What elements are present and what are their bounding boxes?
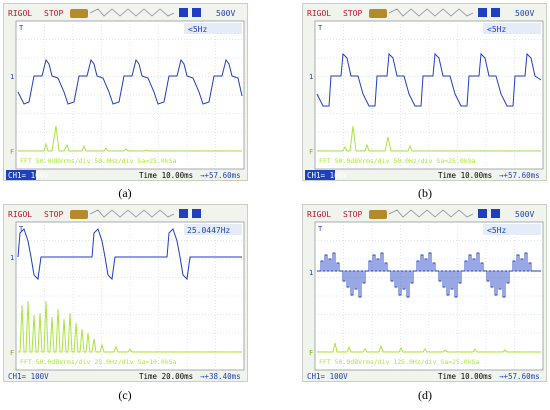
ch1-scale: CH1= 100V	[307, 171, 348, 180]
trigger-offset: →+57.60ms	[499, 372, 540, 381]
run-status: STOP	[44, 9, 63, 18]
run-status: STOP	[343, 210, 362, 219]
trigger-slope-icon	[192, 8, 201, 17]
fft-settings: FFT 50.0dBVrms/div 125.0Hz/div Sa=25.0kS…	[319, 358, 480, 366]
lightning-icon	[179, 209, 188, 218]
brand-label: RIGOL	[8, 9, 32, 18]
trigger-waveform-icon	[388, 209, 474, 218]
scope-panel-c: RIGOL STOP 25.0447Hz T 1 F FFT 50.0dBVrm…	[3, 204, 248, 382]
lightning-icon	[478, 8, 487, 17]
ch1-scale: CH1= 100V	[8, 372, 49, 381]
ch1-badge	[305, 170, 335, 180]
trigger-slope-icon	[192, 209, 201, 218]
trigger-marker: T	[318, 225, 323, 233]
channel-1-marker: 1	[10, 73, 14, 81]
timebase: Time 20.00ms	[139, 372, 193, 381]
scope-panel-b: RIGOL STOP 500V <5Hz T 1 F FFT 50.0dBVrm…	[302, 3, 547, 181]
fft-spectrum	[317, 342, 541, 353]
frequency-readout: <5Hz	[188, 25, 207, 34]
freq-box	[483, 23, 541, 34]
ch1-scale: CH1= 100V	[8, 171, 49, 180]
trigger-level: 500V	[515, 210, 534, 219]
scope-panel-a: RIGOL STOP 500V <5Hz T 1 F FFT 50.0dBVrm…	[3, 3, 248, 181]
caption-b: (b)	[418, 186, 432, 200]
brand-label: RIGOL	[8, 210, 32, 219]
channel-1-marker: 1	[10, 254, 14, 262]
trigger-marker: T	[19, 24, 24, 32]
fft-settings: FFT 50.0dBVrms/div 50.0Hz/div Sa=25.0kSa	[20, 157, 177, 165]
fft-settings: FFT 50.0dBVrms/div 50.0Hz/div Sa=25.0kSa	[319, 157, 476, 165]
trigger-level: 500V	[216, 9, 235, 18]
trigger-offset: →+57.60ms	[200, 171, 241, 180]
trigger-slope-icon	[491, 8, 500, 17]
brand-label: RIGOL	[307, 210, 331, 219]
fft-marker: F	[309, 148, 313, 156]
timebase: Time 10.00ms	[438, 171, 492, 180]
caption-a: (a)	[118, 186, 132, 200]
timebase: Time 10.00ms	[139, 171, 193, 180]
lightning-icon	[478, 209, 487, 218]
ch1-badge	[6, 170, 36, 180]
fft-marker: F	[309, 349, 313, 357]
battery-icon	[70, 210, 88, 219]
frequency-readout: <5Hz	[487, 226, 506, 235]
battery-icon	[70, 9, 88, 18]
channel-1-marker: 1	[309, 73, 313, 81]
trigger-level: 500V	[515, 9, 534, 18]
fft-spectrum	[18, 300, 242, 353]
caption-d: (d)	[418, 388, 432, 402]
fft-settings: FFT 50.0dBVrms/div 25.0Hz/div Sa=10.0kSa	[20, 358, 177, 366]
trigger-waveform-icon	[89, 209, 175, 218]
ch1-waveform	[17, 58, 243, 105]
ch1-waveform	[17, 228, 242, 281]
run-status: STOP	[44, 210, 63, 219]
freq-box	[184, 224, 242, 235]
freq-box	[184, 23, 242, 34]
run-status: STOP	[343, 9, 362, 18]
fft-marker: F	[10, 148, 14, 156]
frequency-readout: 25.0447Hz	[187, 226, 231, 235]
trigger-waveform-icon	[388, 8, 474, 17]
ch1-waveform	[316, 52, 542, 107]
fft-marker: F	[10, 349, 14, 357]
trigger-offset: →+57.60ms	[499, 171, 540, 180]
trigger-slope-icon	[491, 209, 500, 218]
fft-spectrum	[317, 125, 541, 152]
brand-label: RIGOL	[307, 9, 331, 18]
ch1-waveform	[317, 252, 541, 298]
trigger-marker: T	[318, 24, 323, 32]
fft-spectrum	[18, 125, 242, 152]
trigger-marker: T	[19, 225, 24, 233]
battery-icon	[369, 210, 387, 219]
frequency-readout: <5Hz	[487, 25, 506, 34]
lightning-icon	[179, 8, 188, 17]
battery-icon	[369, 9, 387, 18]
trigger-waveform-icon	[89, 8, 175, 17]
scope-panel-d: RIGOL STOP 500V <5Hz T 1 F FFT 50.0dBVrm…	[302, 204, 547, 382]
trigger-offset: →+38.40ms	[200, 372, 241, 381]
freq-box	[483, 224, 541, 235]
caption-c: (c)	[118, 388, 132, 402]
channel-1-marker: 1	[309, 269, 313, 277]
ch1-scale: CH1= 100V	[307, 372, 348, 381]
timebase: Time 10.00ms	[438, 372, 492, 381]
